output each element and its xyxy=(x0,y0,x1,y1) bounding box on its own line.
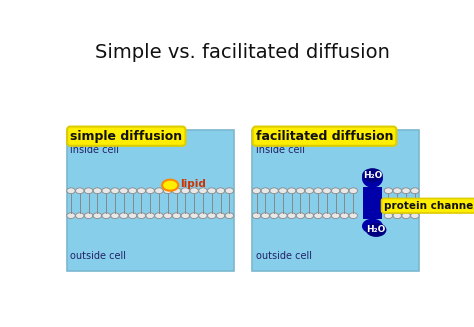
Circle shape xyxy=(102,188,110,194)
Circle shape xyxy=(252,213,261,218)
Circle shape xyxy=(305,188,313,194)
Circle shape xyxy=(111,213,119,218)
Circle shape xyxy=(314,213,322,218)
Circle shape xyxy=(270,188,278,194)
Circle shape xyxy=(384,188,392,194)
Circle shape xyxy=(279,188,287,194)
Circle shape xyxy=(349,188,357,194)
Circle shape xyxy=(314,188,322,194)
Circle shape xyxy=(181,213,190,218)
Circle shape xyxy=(208,213,216,218)
Bar xyxy=(66,130,234,271)
Ellipse shape xyxy=(362,218,383,234)
Text: inside cell: inside cell xyxy=(256,145,305,155)
Circle shape xyxy=(340,188,349,194)
Circle shape xyxy=(279,213,287,218)
Circle shape xyxy=(410,213,419,218)
Circle shape xyxy=(155,213,163,218)
Text: inside cell: inside cell xyxy=(70,145,119,155)
Circle shape xyxy=(331,213,340,218)
Ellipse shape xyxy=(362,169,383,188)
Circle shape xyxy=(190,188,199,194)
Circle shape xyxy=(270,213,278,218)
Circle shape xyxy=(225,213,234,218)
Circle shape xyxy=(111,188,119,194)
Circle shape xyxy=(296,188,305,194)
Circle shape xyxy=(93,213,101,218)
Circle shape xyxy=(402,188,410,194)
Circle shape xyxy=(84,213,93,218)
Text: lipid: lipid xyxy=(180,179,206,189)
Circle shape xyxy=(190,213,199,218)
Text: outside cell: outside cell xyxy=(256,251,312,261)
Circle shape xyxy=(208,188,216,194)
Circle shape xyxy=(287,213,296,218)
Circle shape xyxy=(323,188,331,194)
Circle shape xyxy=(84,188,93,194)
Circle shape xyxy=(349,213,357,218)
Circle shape xyxy=(393,213,401,218)
Circle shape xyxy=(362,168,383,182)
Circle shape xyxy=(75,213,84,218)
Circle shape xyxy=(366,223,386,237)
Circle shape xyxy=(287,188,296,194)
Circle shape xyxy=(67,188,75,194)
Circle shape xyxy=(173,213,181,218)
Circle shape xyxy=(162,180,178,191)
Text: outside cell: outside cell xyxy=(70,251,126,261)
Circle shape xyxy=(137,213,146,218)
Text: H₂O: H₂O xyxy=(363,171,382,180)
Circle shape xyxy=(261,188,270,194)
Circle shape xyxy=(119,188,128,194)
Circle shape xyxy=(164,188,172,194)
Circle shape xyxy=(331,188,340,194)
Circle shape xyxy=(146,188,155,194)
Circle shape xyxy=(216,188,225,194)
Circle shape xyxy=(155,188,163,194)
Circle shape xyxy=(119,213,128,218)
Bar xyxy=(363,187,382,219)
Circle shape xyxy=(173,188,181,194)
Text: protein channel: protein channel xyxy=(384,201,474,211)
Circle shape xyxy=(410,188,419,194)
Circle shape xyxy=(137,188,146,194)
Circle shape xyxy=(67,213,75,218)
Circle shape xyxy=(225,188,234,194)
Circle shape xyxy=(146,213,155,218)
Text: H₂O: H₂O xyxy=(366,225,386,234)
Circle shape xyxy=(384,213,392,218)
Circle shape xyxy=(323,213,331,218)
Circle shape xyxy=(102,213,110,218)
Circle shape xyxy=(199,213,207,218)
Text: simple diffusion: simple diffusion xyxy=(70,130,182,143)
Circle shape xyxy=(128,213,137,218)
Circle shape xyxy=(305,213,313,218)
Circle shape xyxy=(93,188,101,194)
Circle shape xyxy=(402,213,410,218)
Circle shape xyxy=(393,188,401,194)
Circle shape xyxy=(296,213,305,218)
Circle shape xyxy=(340,213,349,218)
Text: Simple vs. facilitated diffusion: Simple vs. facilitated diffusion xyxy=(95,43,391,62)
Circle shape xyxy=(128,188,137,194)
Circle shape xyxy=(199,188,207,194)
Text: facilitated diffusion: facilitated diffusion xyxy=(256,130,393,143)
Circle shape xyxy=(164,213,172,218)
Circle shape xyxy=(216,213,225,218)
Circle shape xyxy=(252,188,261,194)
Circle shape xyxy=(181,188,190,194)
Circle shape xyxy=(261,213,270,218)
Bar xyxy=(252,130,419,271)
Circle shape xyxy=(75,188,84,194)
